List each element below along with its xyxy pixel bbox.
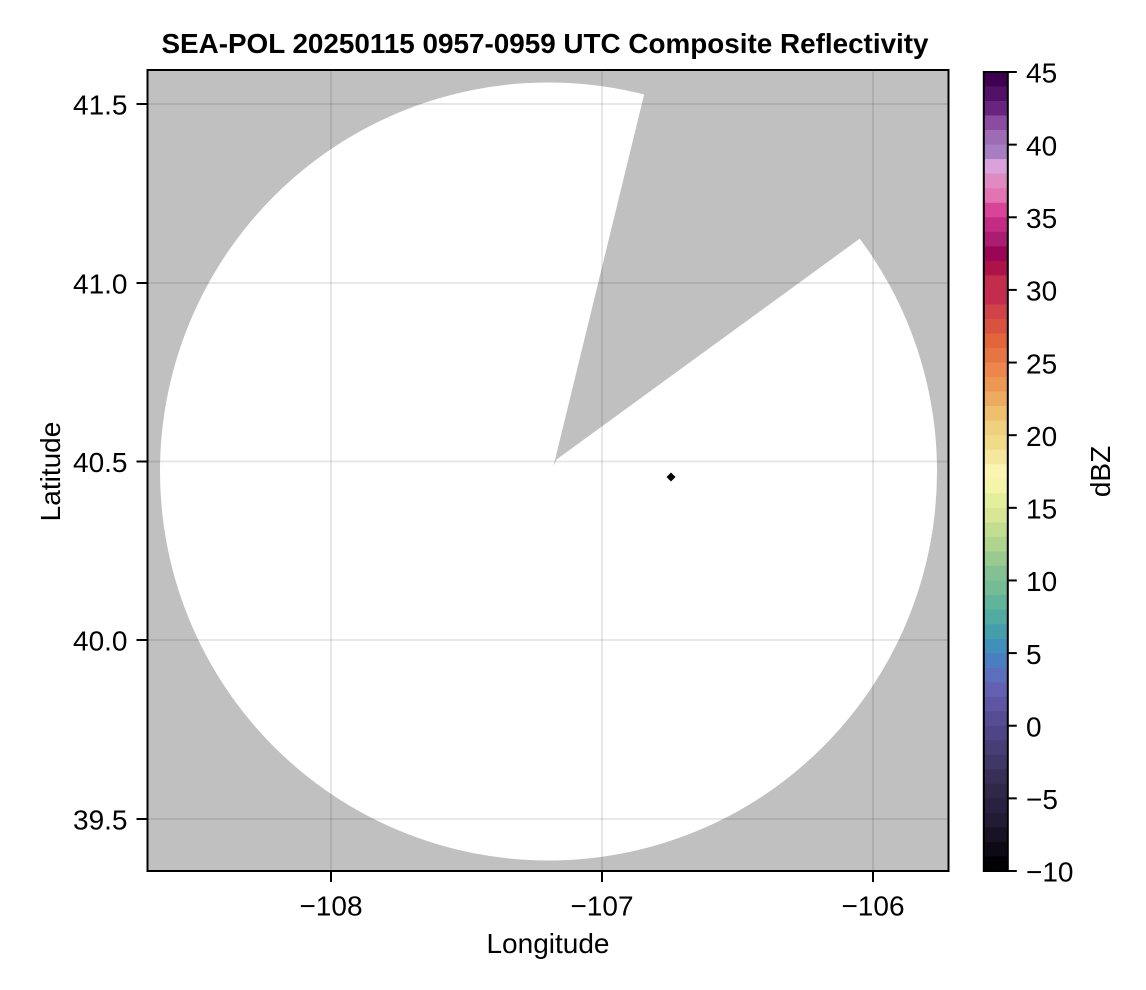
svg-text:40: 40 [1026,130,1057,161]
svg-text:41.5: 41.5 [73,90,128,121]
svg-text:Longitude: Longitude [486,928,609,959]
svg-text:35: 35 [1026,203,1057,234]
svg-text:41.0: 41.0 [73,269,128,300]
svg-text:25: 25 [1026,348,1057,379]
svg-text:0: 0 [1026,711,1042,742]
svg-text:30: 30 [1026,276,1057,307]
svg-text:10: 10 [1026,566,1057,597]
svg-text:15: 15 [1026,494,1057,525]
svg-text:SEA-POL 20250115 0957-0959 UTC: SEA-POL 20250115 0957-0959 UTC Composite… [161,28,929,59]
svg-text:40.5: 40.5 [73,447,128,478]
svg-text:5: 5 [1026,639,1042,670]
svg-text:−108: −108 [299,891,362,922]
svg-text:45: 45 [1026,58,1057,89]
svg-text:−106: −106 [841,891,904,922]
svg-text:20: 20 [1026,421,1057,452]
svg-text:dBZ: dBZ [1085,446,1116,497]
svg-text:40.0: 40.0 [73,626,128,657]
svg-text:−5: −5 [1026,784,1058,815]
svg-text:−10: −10 [1026,857,1074,888]
svg-text:39.5: 39.5 [73,805,128,836]
svg-text:−107: −107 [570,891,633,922]
svg-text:Latitude: Latitude [35,422,66,522]
